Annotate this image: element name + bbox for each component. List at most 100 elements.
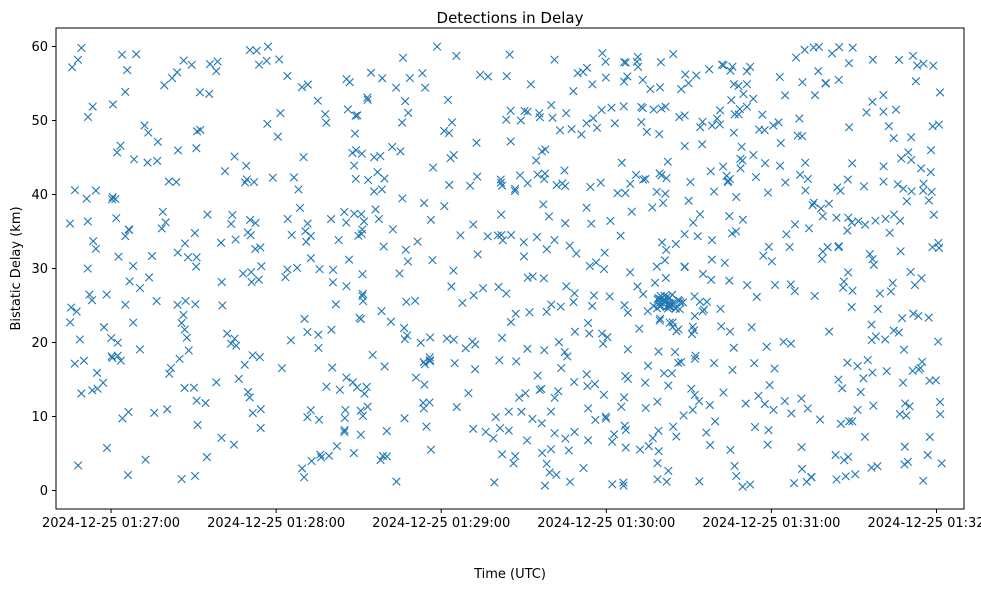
data-point <box>314 415 324 424</box>
data-point <box>481 427 490 437</box>
data-point <box>795 170 805 179</box>
data-point <box>523 344 532 353</box>
data-point <box>388 225 398 234</box>
data-point <box>745 62 755 72</box>
data-point <box>373 167 382 177</box>
data-point <box>358 225 367 234</box>
data-point <box>758 110 767 119</box>
data-point <box>153 137 162 146</box>
data-point <box>677 84 686 94</box>
data-point <box>655 130 664 139</box>
data-point <box>328 278 338 287</box>
data-point <box>400 334 410 344</box>
data-point <box>896 247 905 256</box>
data-point <box>903 457 913 467</box>
data-point <box>102 443 112 453</box>
data-point <box>937 459 946 468</box>
y-tick-label: 60 <box>31 40 48 55</box>
data-point <box>790 287 800 296</box>
data-point <box>631 170 641 180</box>
data-point <box>667 369 677 378</box>
data-point <box>342 218 351 227</box>
data-point <box>860 432 870 442</box>
data-point <box>620 300 629 310</box>
data-point <box>585 329 594 338</box>
data-point <box>863 355 872 365</box>
data-point <box>573 68 582 78</box>
data-point <box>442 334 452 343</box>
data-point <box>413 237 422 246</box>
data-point <box>662 477 671 486</box>
data-point <box>881 335 890 344</box>
data-point <box>107 352 116 361</box>
data-point <box>907 187 916 196</box>
data-point <box>314 330 323 339</box>
data-point <box>301 227 310 236</box>
data-point <box>662 245 671 255</box>
data-point <box>909 309 918 318</box>
data-point <box>352 383 362 392</box>
data-point <box>879 177 888 186</box>
data-point <box>741 399 750 408</box>
data-point <box>681 70 690 79</box>
data-point <box>112 213 121 223</box>
data-point <box>522 436 532 445</box>
data-point <box>363 175 373 185</box>
data-point <box>560 347 569 357</box>
data-point <box>497 333 507 342</box>
data-point <box>720 258 729 267</box>
data-point <box>694 397 704 406</box>
data-point <box>245 215 255 225</box>
data-point <box>184 346 193 355</box>
data-point <box>519 252 529 261</box>
data-point <box>228 210 237 220</box>
data-point <box>674 358 683 368</box>
data-point <box>542 245 551 254</box>
data-point <box>904 148 913 157</box>
data-point <box>402 297 411 307</box>
data-point <box>523 273 532 282</box>
data-point <box>926 167 935 177</box>
data-point <box>141 455 150 464</box>
data-point <box>725 211 734 221</box>
data-point <box>116 141 125 150</box>
data-point <box>680 141 689 151</box>
data-point <box>555 126 565 135</box>
data-point <box>497 181 507 190</box>
data-point <box>879 90 888 100</box>
data-point <box>83 264 92 273</box>
data-point <box>712 114 722 123</box>
data-point <box>254 60 264 69</box>
data-point <box>844 452 853 462</box>
data-point <box>619 58 629 67</box>
data-point <box>816 204 826 213</box>
data-point <box>496 210 506 219</box>
data-point <box>124 407 133 417</box>
y-tick-label: 30 <box>31 262 48 277</box>
plot-frame <box>55 27 965 510</box>
data-point <box>256 405 265 414</box>
data-point <box>889 326 898 335</box>
data-point <box>405 73 415 83</box>
data-point <box>517 407 526 416</box>
data-point <box>515 171 525 180</box>
data-point <box>885 228 894 237</box>
y-axis-title: Bistatic Delay (km) <box>9 206 24 330</box>
data-point <box>246 231 255 240</box>
data-point <box>540 346 549 355</box>
data-point <box>867 320 876 329</box>
data-point <box>77 43 86 53</box>
data-point <box>690 354 700 363</box>
data-point <box>411 373 421 382</box>
data-point <box>619 478 628 487</box>
data-point <box>299 152 308 162</box>
data-point <box>655 83 665 92</box>
data-point <box>654 447 663 456</box>
data-point <box>281 273 290 282</box>
data-point <box>152 296 161 306</box>
data-point <box>181 296 190 306</box>
data-point <box>834 75 844 85</box>
data-point <box>621 425 631 435</box>
data-point <box>495 424 505 433</box>
